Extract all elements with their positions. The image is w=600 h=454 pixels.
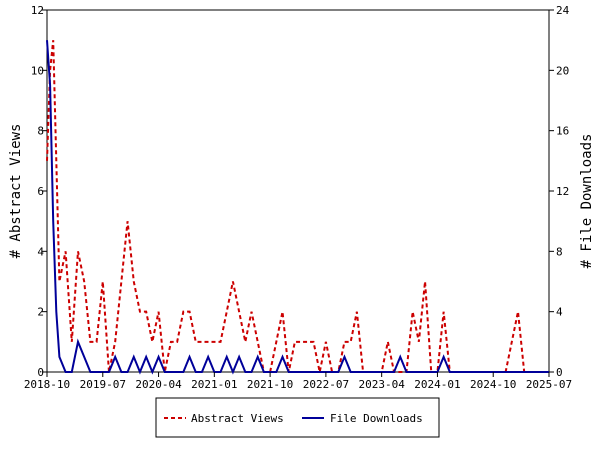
y-axis-right-label: # File Downloads (579, 134, 595, 269)
series-line-file-downloads (46, 40, 549, 375)
y-axis-right: 0 4 8 12 16 20 24 (549, 4, 570, 379)
y-right-tick-label: 8 (556, 245, 563, 258)
legend-label-abstract-views: Abstract Views (191, 412, 284, 425)
x-tick-label: 2020-04 (135, 378, 182, 391)
y-right-tick-label: 16 (556, 125, 569, 138)
y-left-tick-label: 2 (37, 306, 44, 319)
y-left-tick-label: 6 (37, 185, 44, 198)
x-tick-label: 2019-07 (80, 378, 126, 391)
series-layer (46, 40, 549, 375)
y-left-tick-label: 10 (31, 64, 44, 77)
x-axis: 2018-10 2019-07 2020-04 2021-01 2021-10 2022-… (24, 372, 572, 391)
x-tick-label: 2021-01 (191, 378, 237, 391)
y-right-tick-label: 20 (556, 64, 569, 77)
legend-label-file-downloads: File Downloads (330, 412, 423, 425)
x-tick-label: 2023-04 (358, 378, 405, 391)
x-tick-label: 2022-07 (303, 378, 349, 391)
y-right-tick-label: 24 (556, 4, 570, 17)
y-left-tick-label: 12 (31, 4, 44, 17)
y-axis-left-label: # Abstract Views (8, 124, 24, 259)
x-tick-label: 2025-07 (526, 378, 572, 391)
series-line-abstract-views (46, 40, 549, 373)
y-left-tick-label: 8 (37, 125, 44, 138)
legend: Abstract Views File Downloads (155, 397, 440, 438)
x-tick-label: 2018-10 (24, 378, 70, 391)
x-tick-label: 2024-01 (414, 378, 460, 391)
y-axis-left: 0 2 4 6 8 10 12 (31, 4, 47, 379)
x-tick-label: 2021-10 (247, 378, 293, 391)
y-left-tick-label: 4 (37, 245, 44, 258)
y-right-tick-label: 4 (556, 306, 563, 319)
y-right-tick-label: 12 (556, 185, 569, 198)
y-right-tick-label: 0 (556, 366, 563, 379)
legend-box (155, 397, 440, 438)
y-left-tick-label: 0 (37, 366, 44, 379)
x-tick-label: 2024-10 (470, 378, 516, 391)
plot-area (46, 9, 550, 373)
